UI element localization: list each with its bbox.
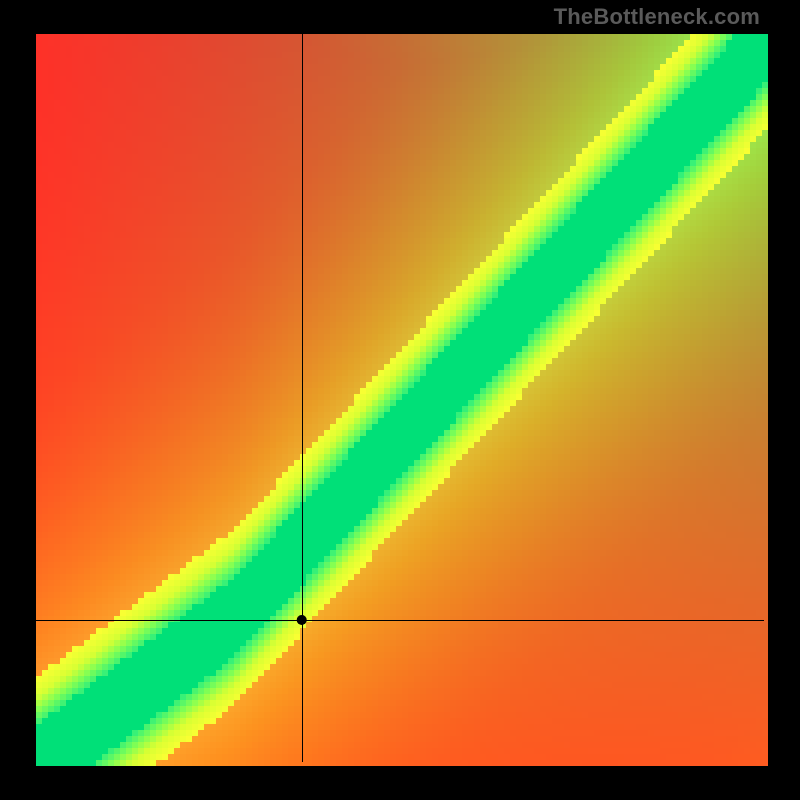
watermark-text: TheBottleneck.com — [554, 4, 760, 30]
bottleneck-heatmap — [0, 0, 800, 800]
